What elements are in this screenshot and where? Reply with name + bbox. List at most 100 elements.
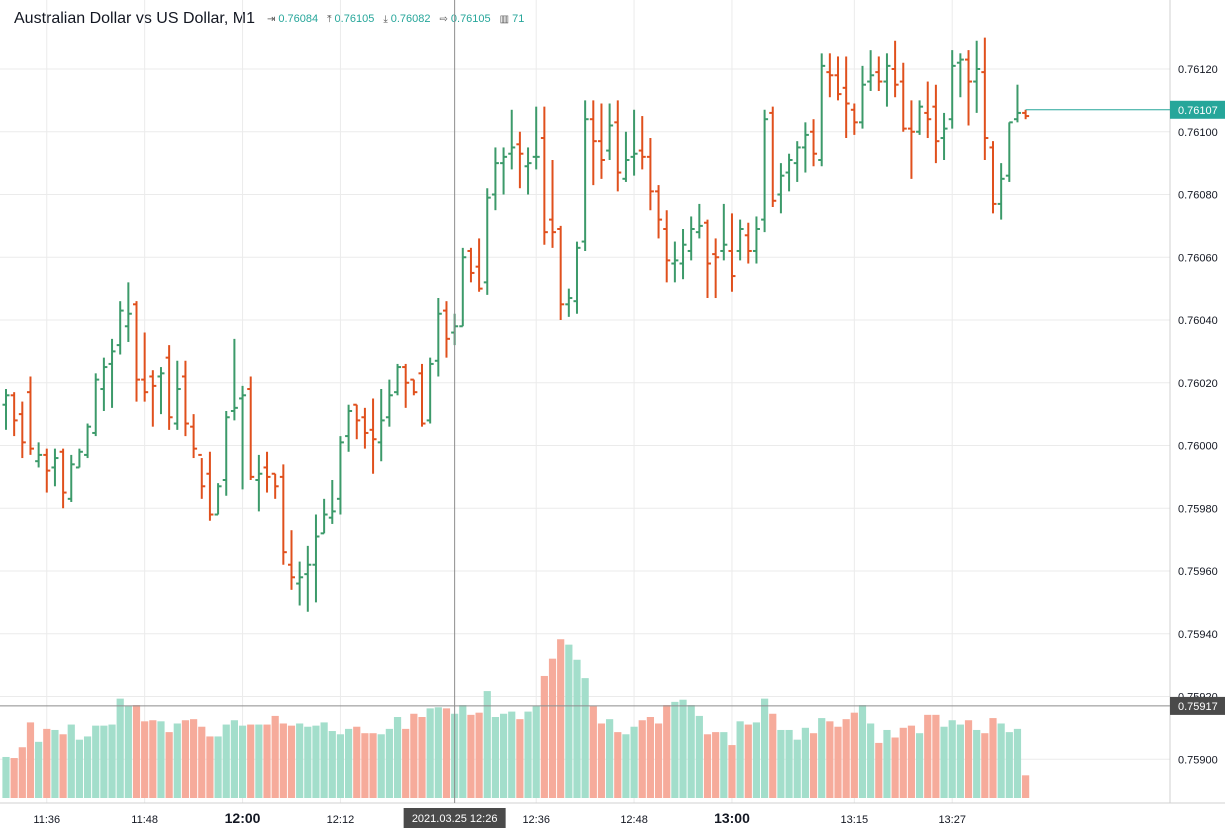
volume-bar [132,705,141,798]
time-tick-label: 13:00 [714,810,750,826]
volume-bar [108,724,116,798]
open-value-item: ⇥ 0.76084 [267,13,318,25]
volume-bar [728,745,736,798]
volume-bar [989,718,997,798]
price-tick-label: 0.76040 [1178,315,1218,327]
volume-bar [891,737,899,798]
volume-bar [157,721,165,798]
volume-bar [43,728,51,798]
time-tick-label: 11:48 [131,814,158,826]
price-tick-label: 0.75900 [1178,754,1218,766]
price-tick-label: 0.76120 [1178,64,1218,76]
volume-bar [35,741,43,798]
volume-bar [18,747,26,798]
volume-bar [483,691,491,798]
volume-bar [410,713,418,798]
volume-bar [915,733,924,798]
volume-bar [336,734,345,798]
volume-bar [875,742,883,798]
price-tick-label: 0.75980 [1178,503,1218,515]
volume-bar [720,732,728,798]
volume-bar [328,731,336,798]
time-tick-label: 12:48 [620,814,648,826]
time-tick-label: 12:12 [327,814,355,826]
volume-bar [940,726,948,798]
volume-bar [752,722,761,798]
volume-bar [883,729,891,798]
volume-bar [826,721,834,798]
crosshair-price-label: 0.75917 [1178,701,1218,713]
volume-bar [92,725,100,798]
volume-bar [858,705,867,798]
volume-bar [491,717,500,798]
volume-bar [475,712,483,798]
volume-bar [793,739,801,798]
volume-bar [51,729,59,798]
price-tick-label: 0.76100 [1178,127,1218,139]
time-tick-label: 13:27 [938,814,966,826]
volume-bar [26,722,35,798]
volume-bar [867,723,875,798]
volume-bar [344,728,353,798]
last-price-label: 0.76107 [1178,105,1218,117]
volume-bar [402,728,410,798]
volume-bar [385,728,393,798]
volume-bar [614,732,622,798]
volume-bar [369,733,377,798]
price-tick-label: 0.76000 [1178,441,1218,453]
volume-bar [671,701,679,798]
volume-value: 71 [512,13,525,25]
volume-bar [663,705,671,798]
high-value-item: ⤒ 0.76105 [327,13,374,25]
volume-bar [214,736,222,798]
volume-bar [393,717,402,798]
volume-bar [654,723,663,798]
volume-bar [100,725,108,798]
high-value: 0.76105 [334,13,375,25]
volume-bar [361,733,369,798]
volume-bar [312,725,320,798]
volume-bar [899,727,907,798]
time-tick-label: 12:00 [225,810,261,826]
volume-bar [83,736,92,798]
volume-bar [695,715,703,798]
volume-bar [59,734,67,798]
volume-bar [459,705,467,798]
volume-bar [842,719,850,798]
volume-bar [1022,775,1030,798]
volume-bar [548,658,557,798]
volume-bar [247,724,255,798]
volume-bar [255,724,263,798]
volume-bar [850,712,858,798]
volume-bar [304,726,312,798]
volume-bar [279,723,287,798]
price-tick-label: 0.76060 [1178,252,1218,264]
volume-bar [238,725,247,798]
volume-bar [565,644,573,798]
volume-bar [956,724,964,798]
volume-bar [777,729,785,798]
volume-bar [973,729,981,798]
time-tick-label: 11:36 [33,814,60,826]
volume-bar [761,698,769,798]
volume-bar [320,722,328,798]
volume-bars-icon: ▥ [499,13,510,25]
volume-bar [516,719,524,798]
volume-bar [532,706,540,798]
volume-bar [499,713,508,798]
volume-bar [1013,728,1022,798]
crosshair-time-badge [403,808,506,828]
volume-bar [141,721,149,798]
volume-bar [149,720,157,798]
volume-bar [964,720,973,798]
volume-bar [173,723,181,798]
chart-legend: Australian Dollar vs US Dollar, M1 ⇥ 0.76… [14,8,533,30]
volume-bar [712,732,720,798]
chart-title: Australian Dollar vs US Dollar, M1 [14,10,255,27]
volume-bar [165,732,173,798]
volume-bar [2,756,10,798]
low-arrow-icon: ⤓ [383,13,388,25]
volume-bar [1005,732,1013,798]
volume-bar [907,725,916,798]
